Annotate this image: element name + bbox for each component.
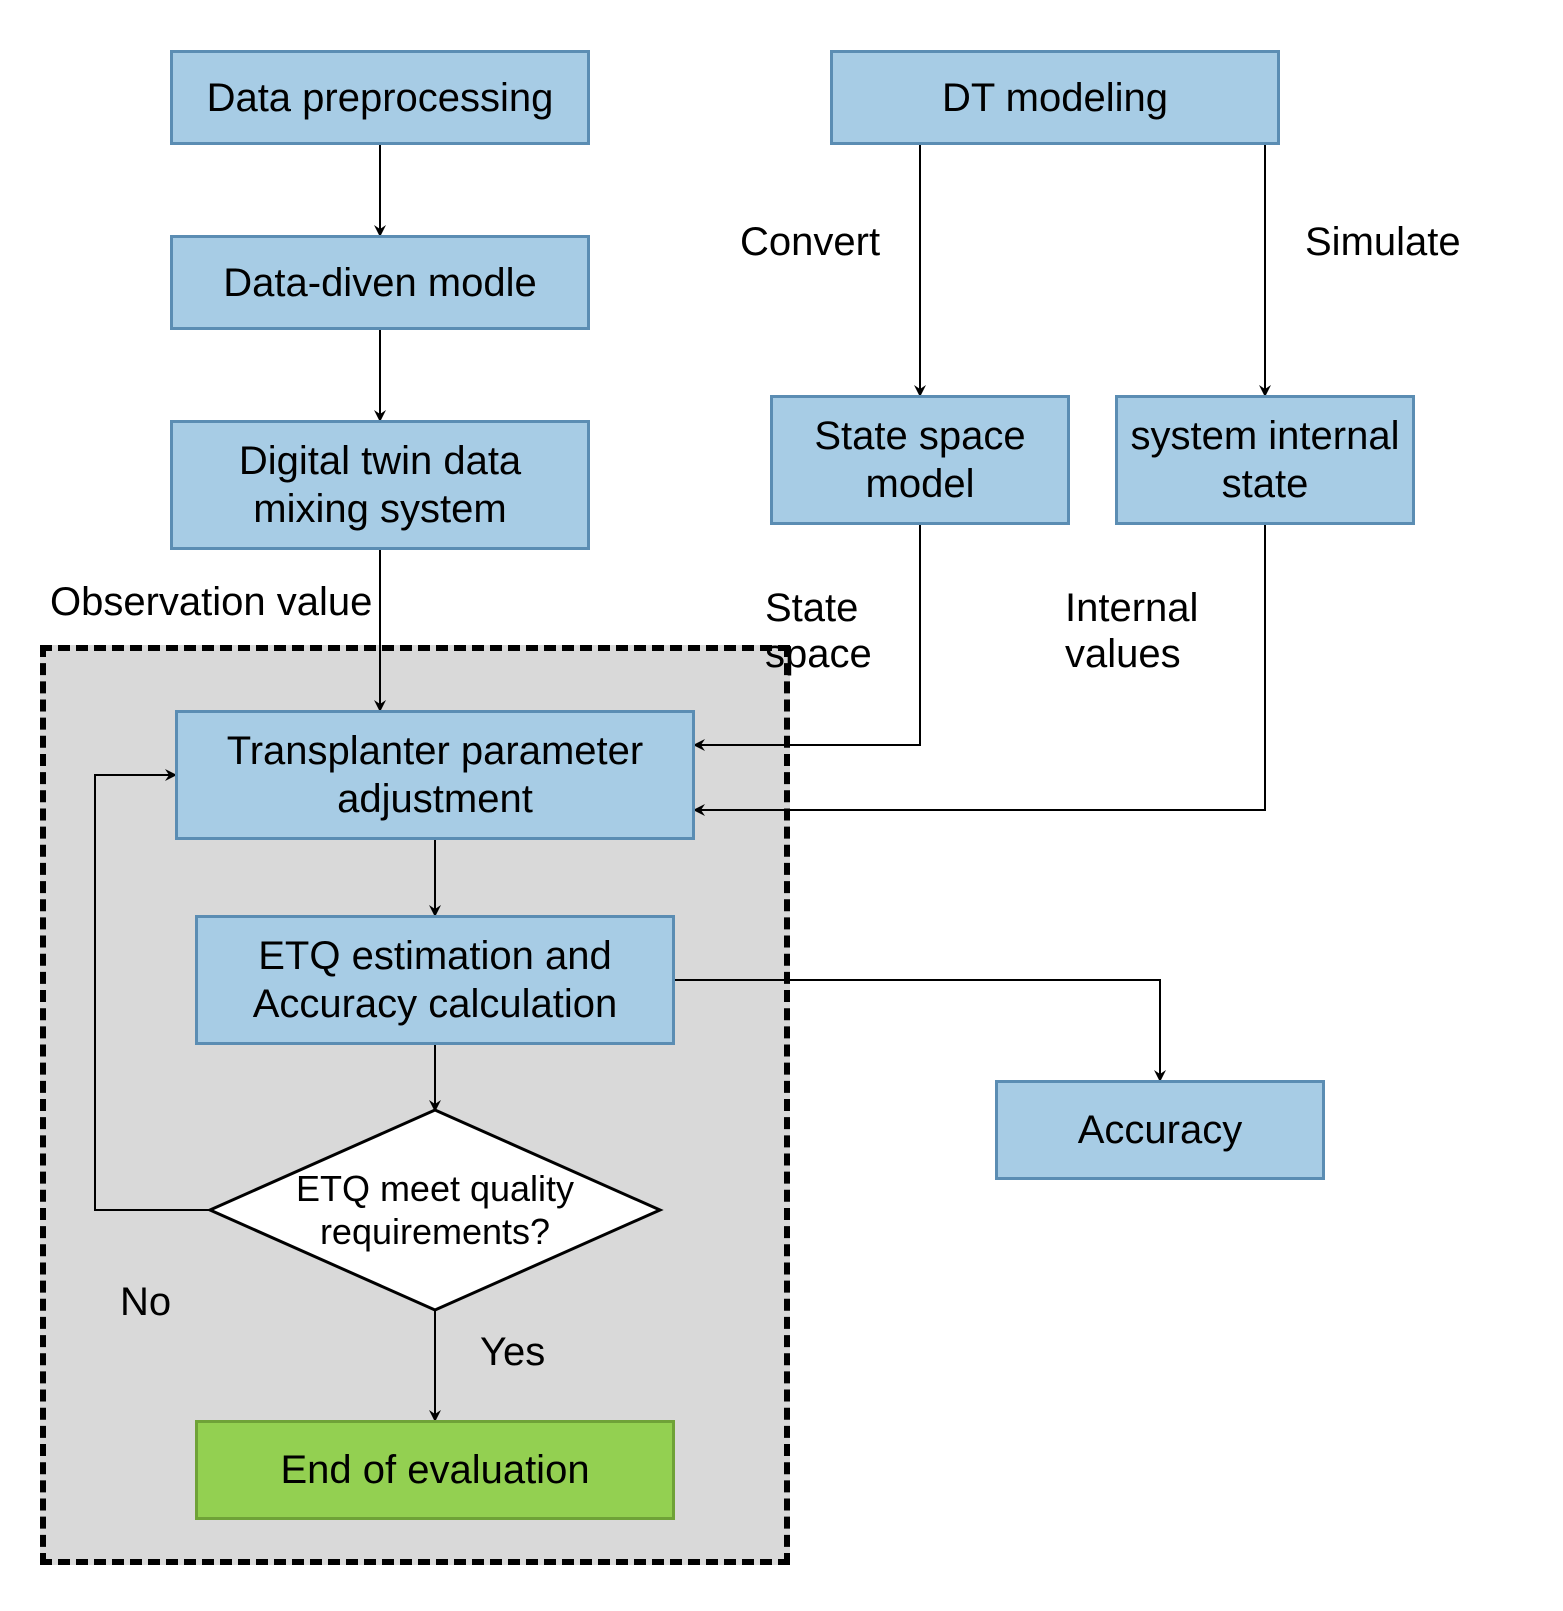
node-system-internal-state: system internal state [1115, 395, 1415, 525]
node-data-preprocessing: Data preprocessing [170, 50, 590, 145]
node-end-of-evaluation: End of evaluation [195, 1420, 675, 1520]
decision-etq-meet: ETQ meet quality requirements? [210, 1110, 660, 1310]
node-label: End of evaluation [280, 1446, 589, 1494]
node-label: Digital twin data mixing system [183, 437, 577, 533]
node-transplanter-param: Transplanter parameter adjustment [175, 710, 695, 840]
label-yes: Yes [480, 1330, 545, 1375]
node-label: Data preprocessing [207, 74, 554, 122]
label-state-space: Statespace [765, 585, 965, 677]
decision-label: ETQ meet quality requirements? [278, 1167, 593, 1253]
node-label: Data-diven modle [223, 259, 537, 307]
node-digital-twin-mixing: Digital twin data mixing system [170, 420, 590, 550]
flowchart-canvas: Data preprocessing DT modeling Data-diven … [20, 20, 1563, 1591]
label-internal-values: Internalvalues [1065, 585, 1265, 677]
node-label: DT modeling [942, 74, 1168, 122]
node-accuracy: Accuracy [995, 1080, 1325, 1180]
node-label: State space model [783, 412, 1057, 508]
node-data-driven-model: Data-diven modle [170, 235, 590, 330]
node-label: Accuracy [1078, 1106, 1243, 1154]
label-observation-value: Observation value [50, 580, 372, 625]
node-state-space-model: State space model [770, 395, 1070, 525]
node-label: system internal state [1128, 412, 1402, 508]
label-simulate: Simulate [1305, 220, 1461, 265]
node-label: Transplanter parameter adjustment [188, 727, 682, 823]
node-label: ETQ estimation and Accuracy calculation [208, 932, 662, 1028]
node-etq-estimation: ETQ estimation and Accuracy calculation [195, 915, 675, 1045]
node-dt-modeling: DT modeling [830, 50, 1280, 145]
label-no: No [120, 1280, 171, 1325]
label-convert: Convert [740, 220, 880, 265]
